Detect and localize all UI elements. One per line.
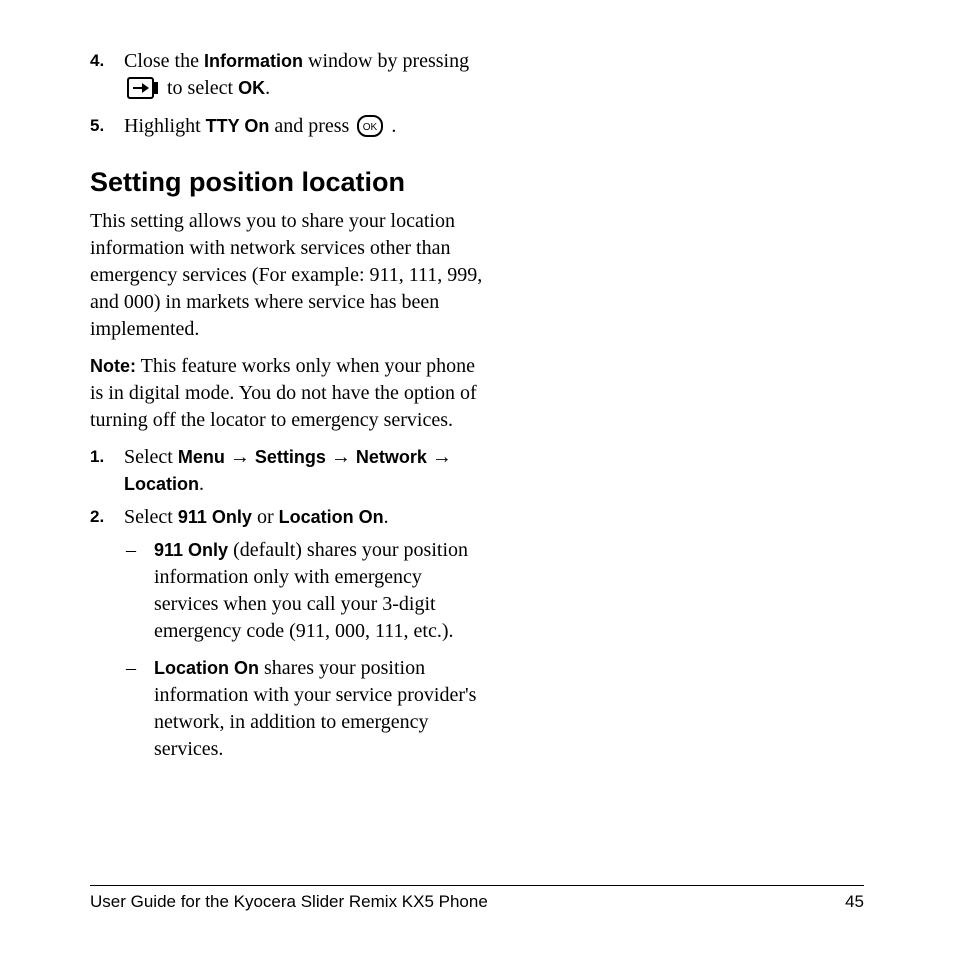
- continuation-steps: 4.Close the Information window by pressi…: [90, 48, 490, 145]
- location-steps: 1.Select Menu → Settings → Network → Loc…: [90, 444, 490, 773]
- page-footer: User Guide for the Kyocera Slider Remix …: [90, 885, 864, 912]
- sub-item-body: 911 Only (default) shares your position …: [154, 537, 490, 645]
- footer-rule: [90, 885, 864, 886]
- footer-row: User Guide for the Kyocera Slider Remix …: [90, 892, 864, 912]
- step-number: 5.: [90, 113, 124, 145]
- page-number: 45: [845, 892, 864, 912]
- intro-paragraph: This setting allows you to share your lo…: [90, 208, 490, 343]
- step-body: Select Menu → Settings → Network → Locat…: [124, 444, 490, 498]
- step-body: Close the Information window by pressing…: [124, 48, 490, 107]
- svg-text:OK: OK: [363, 122, 378, 133]
- step-body: Select 911 Only or Location On.–911 Only…: [124, 504, 490, 773]
- note-body: This feature works only when your phone …: [90, 355, 477, 431]
- sub-list-item: –911 Only (default) shares your position…: [124, 537, 490, 645]
- sub-list-item: –Location On shares your position inform…: [124, 655, 490, 763]
- numbered-step: 2.Select 911 Only or Location On.–911 On…: [90, 504, 490, 773]
- manual-page: 4.Close the Information window by pressi…: [0, 0, 954, 954]
- sub-list: –911 Only (default) shares your position…: [124, 537, 490, 763]
- section-heading: Setting position location: [90, 167, 490, 198]
- body-column: 4.Close the Information window by pressi…: [90, 48, 490, 773]
- step-number: 2.: [90, 504, 124, 773]
- note-label: Note:: [90, 356, 136, 376]
- step-number: 4.: [90, 48, 124, 107]
- ok-key-icon: OK: [357, 115, 383, 145]
- softkey-icon: [127, 77, 159, 107]
- footer-title: User Guide for the Kyocera Slider Remix …: [90, 892, 488, 912]
- dash-bullet: –: [124, 537, 154, 645]
- dash-bullet: –: [124, 655, 154, 763]
- step-body: Highlight TTY On and press OK .: [124, 113, 490, 145]
- step-number: 1.: [90, 444, 124, 498]
- note-paragraph: Note: This feature works only when your …: [90, 353, 490, 434]
- sub-item-body: Location On shares your position informa…: [154, 655, 490, 763]
- numbered-step: 5.Highlight TTY On and press OK .: [90, 113, 490, 145]
- numbered-step: 4.Close the Information window by pressi…: [90, 48, 490, 107]
- numbered-step: 1.Select Menu → Settings → Network → Loc…: [90, 444, 490, 498]
